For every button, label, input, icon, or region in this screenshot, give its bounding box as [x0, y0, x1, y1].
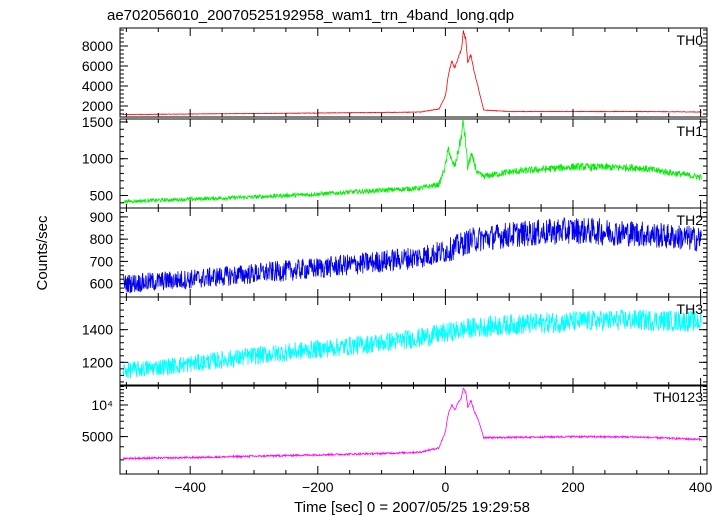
series-line-th0 — [123, 30, 702, 116]
y-tick-label-th1: 1000 — [82, 151, 113, 167]
y-tick-label-th2: 600 — [90, 276, 114, 292]
x-axis-label: Time [sec] 0 = 2007/05/25 19:29:58 — [294, 499, 530, 516]
panel-label-th1: TH1 — [677, 123, 704, 139]
panel-label-th2: TH2 — [677, 212, 704, 228]
y-tick-label-th1: 500 — [90, 187, 114, 203]
series-line-th1 — [122, 119, 702, 204]
panel-frame-th0 — [119, 27, 708, 118]
y-tick-label-th0123: 5000 — [82, 429, 113, 445]
panel-frame-th0123 — [119, 384, 708, 475]
y-tick-label-th0123: 10⁴ — [91, 397, 113, 413]
y-tick-label-th0: 2000 — [82, 98, 113, 114]
y-tick-label-th3: 1200 — [82, 354, 113, 370]
chart-title: ae702056010_20070525192958_wam1_trn_4ban… — [107, 7, 514, 24]
y-tick-label-th1: 1500 — [82, 114, 113, 130]
y-tick-label-th0: 6000 — [82, 58, 113, 74]
series-line-th2 — [122, 217, 702, 294]
x-tick-label: 200 — [561, 479, 585, 495]
series-line-th3 — [122, 309, 702, 379]
x-tick-label: 400 — [689, 479, 713, 495]
panel-frame-th1 — [119, 118, 708, 209]
y-axis-label: Counts/sec — [34, 215, 51, 291]
panel-frame-th3 — [119, 296, 708, 387]
x-tick-label: −400 — [174, 479, 206, 495]
y-tick-label-th0: 8000 — [82, 38, 113, 54]
y-tick-label-th2: 700 — [90, 253, 114, 269]
y-tick-label-th3: 1400 — [82, 322, 113, 338]
y-tick-label-th2: 900 — [90, 209, 114, 225]
series-line-th0123 — [122, 387, 702, 461]
x-tick-label: 0 — [442, 479, 450, 495]
y-tick-label-th2: 800 — [90, 231, 114, 247]
y-tick-label-th0: 4000 — [82, 78, 113, 94]
panel-label-th3: TH3 — [677, 301, 704, 317]
x-tick-label: −200 — [302, 479, 334, 495]
panel-label-th0: TH0 — [677, 32, 704, 48]
panel-label-th0123: TH0123 — [653, 389, 703, 405]
